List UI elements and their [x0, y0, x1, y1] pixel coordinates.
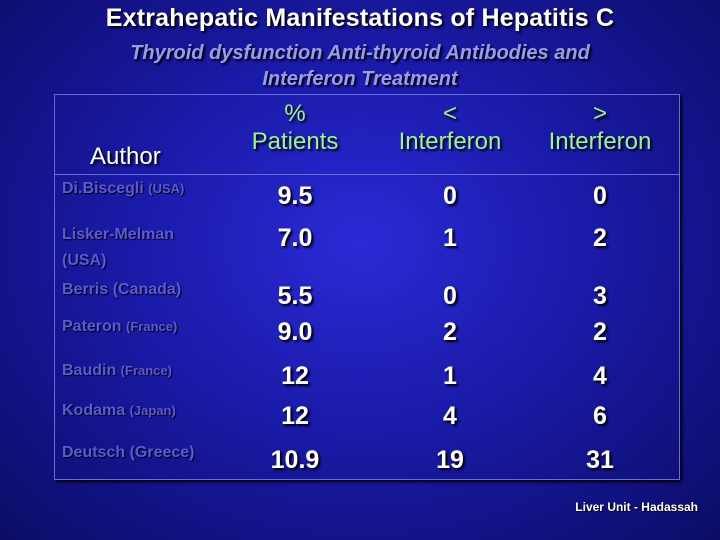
before-interferon-value: 2	[443, 318, 457, 346]
header-patients: % Patients	[236, 100, 354, 156]
header-before-line-2: Interferon	[398, 128, 502, 155]
after-interferon-value: 31	[586, 446, 614, 474]
patients-pct-value: 9.0	[277, 318, 313, 346]
author-country: (France)	[126, 319, 178, 334]
before-interferon-value: 1	[443, 224, 457, 252]
header-after-interferon: > Interferon	[530, 100, 670, 156]
author-country: (France)	[120, 363, 172, 378]
after-interferon-value: 4	[593, 362, 607, 390]
author-name: Di.Biscegli	[62, 180, 144, 197]
author-name: Lisker-Melman	[62, 226, 175, 243]
header-patients-line-1: %	[284, 100, 306, 127]
author-name: Berris	[62, 281, 109, 298]
subtitle-line-2: Interferon Treatment	[262, 68, 458, 90]
table-row-author: Di.Biscegli (USA)	[62, 180, 184, 198]
author-country: (Greece)	[129, 444, 195, 461]
table-row-author: Berris (Canada)	[62, 281, 181, 299]
patients-pct-value: 10.9	[270, 446, 320, 474]
author-country: (Canada)	[112, 281, 182, 298]
header-before-interferon: < Interferon	[376, 100, 524, 156]
after-interferon-value: 2	[593, 224, 607, 252]
credit-footer: Liver Unit - Hadassah	[575, 500, 698, 514]
after-interferon-value: 2	[593, 318, 607, 346]
table-row-author: Lisker-Melman (USA)	[62, 222, 174, 274]
header-after-line-2: Interferon	[548, 128, 652, 155]
patients-pct-value: 5.5	[277, 282, 313, 310]
before-interferon-value: 19	[436, 446, 464, 474]
data-table	[54, 94, 680, 480]
author-country: (USA)	[148, 181, 185, 196]
header-before-line-1: <	[442, 100, 457, 127]
author-country: (USA)	[62, 252, 107, 269]
table-row-author: Deutsch (Greece)	[62, 444, 195, 462]
table-row-author: Kodama (Japan)	[62, 402, 176, 420]
patients-pct-value: 7.0	[277, 224, 313, 252]
author-country: (Japan)	[129, 403, 176, 418]
author-name: Deutsch	[62, 444, 126, 461]
slide-subtitle: Thyroid dysfunction Anti-thyroid Antibod…	[0, 40, 720, 92]
author-name: Pateron	[62, 318, 122, 335]
author-name: Baudin	[62, 362, 117, 379]
patients-pct-value: 12	[281, 402, 309, 430]
patients-pct-value: 12	[281, 362, 309, 390]
header-after-line-1: >	[592, 100, 607, 127]
before-interferon-value: 0	[443, 282, 457, 310]
before-interferon-value: 4	[443, 402, 457, 430]
subtitle-line-1: Thyroid dysfunction Anti-thyroid Antibod…	[130, 42, 590, 64]
header-author: Author	[90, 143, 161, 170]
author-name: Kodama	[62, 402, 126, 419]
after-interferon-value: 3	[593, 282, 607, 310]
after-interferon-value: 0	[593, 182, 607, 210]
slide-title: Extrahepatic Manifestations of Hepatitis…	[105, 4, 615, 32]
patients-pct-value: 9.5	[277, 182, 313, 210]
before-interferon-value: 0	[443, 182, 457, 210]
header-divider	[55, 174, 679, 175]
after-interferon-value: 6	[593, 402, 607, 430]
table-row-author: Pateron (France)	[62, 318, 177, 336]
table-row-author: Baudin (France)	[62, 362, 172, 380]
before-interferon-value: 1	[443, 362, 457, 390]
header-patients-line-2: Patients	[251, 128, 339, 155]
